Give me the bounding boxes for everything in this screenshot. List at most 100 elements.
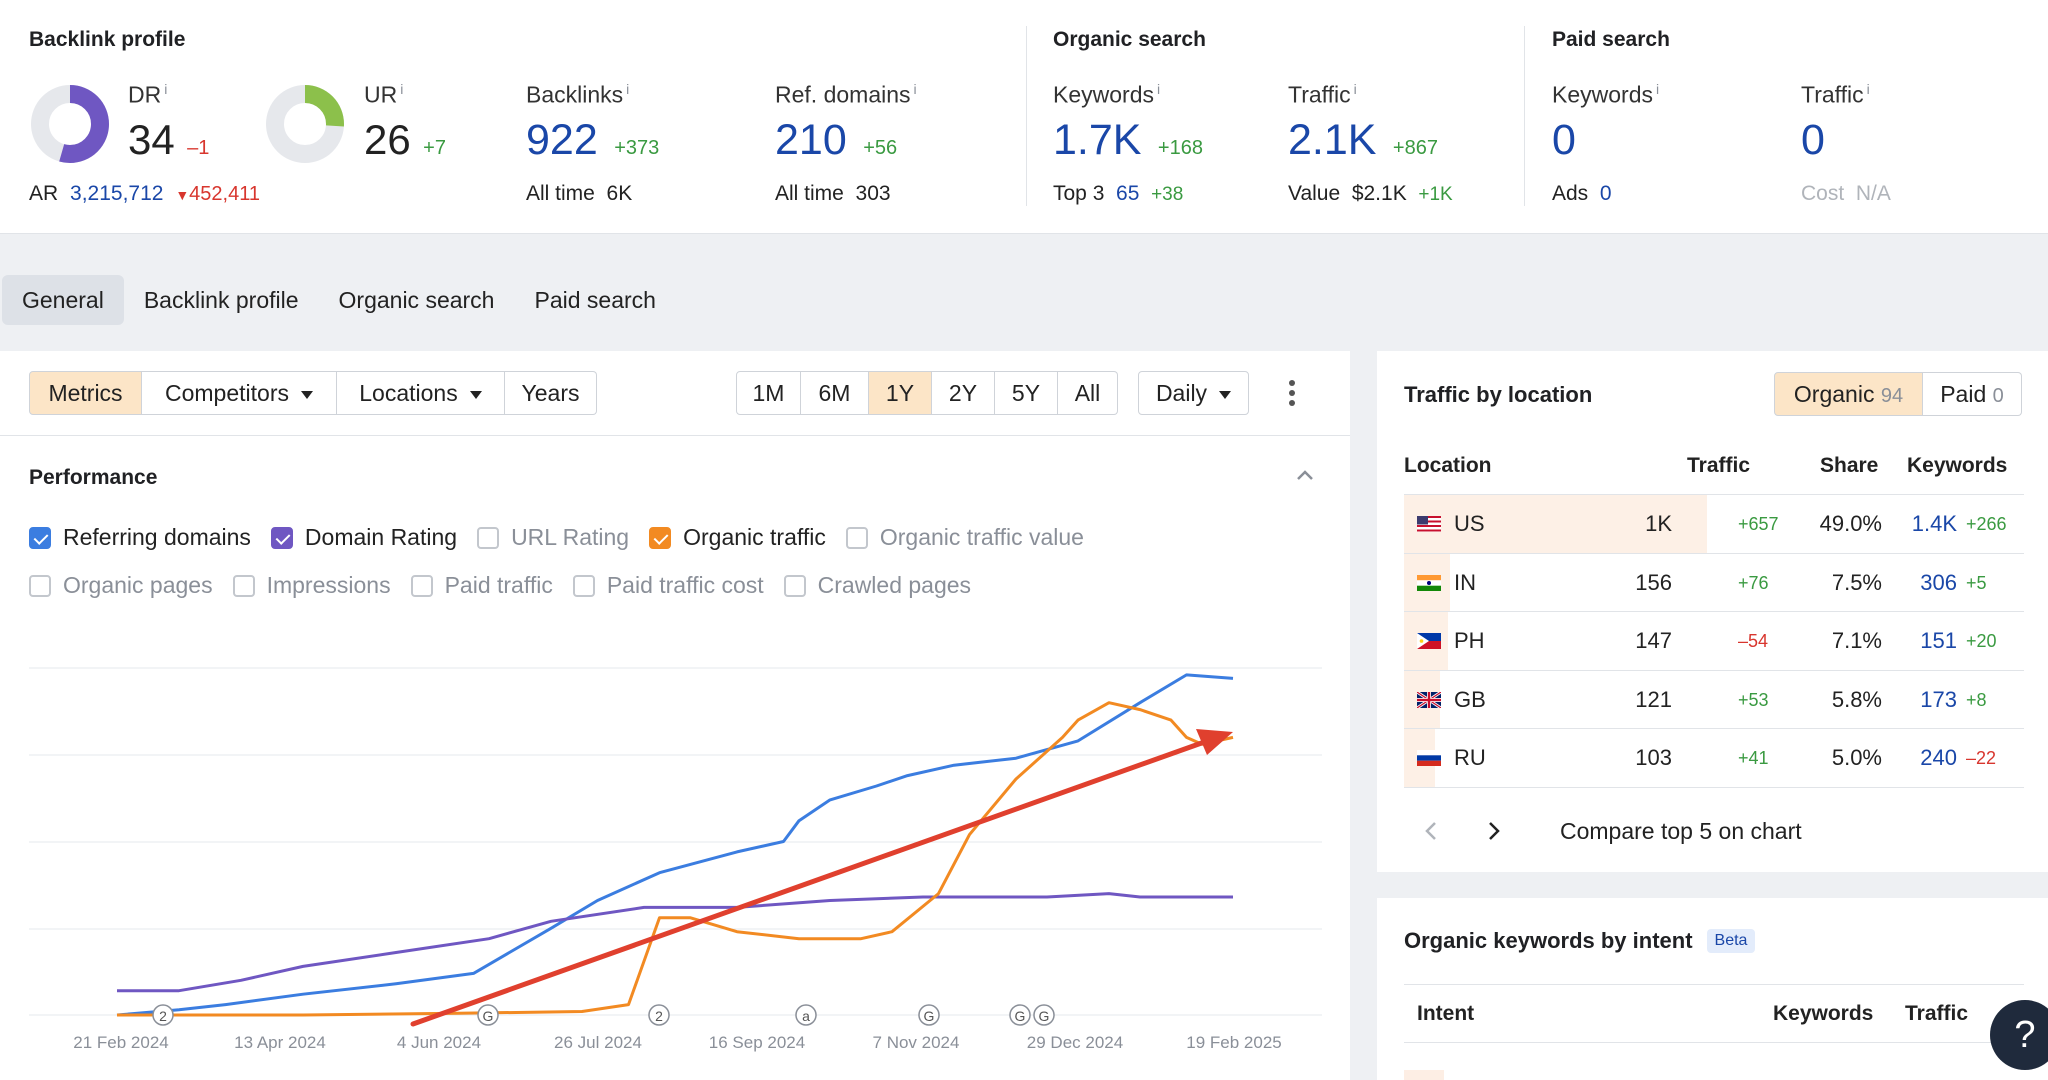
location-keywords[interactable]: 306 <box>1920 569 1957 595</box>
main-chart-panel <box>0 351 1350 1080</box>
years-button[interactable]: Years <box>505 371 597 415</box>
location-share: 49.0% <box>1819 511 1882 536</box>
tab-paid-search[interactable]: Paid search <box>534 287 656 313</box>
crawled-pages-checkbox[interactable]: Crawled pages <box>783 572 971 599</box>
organic-traffic-value[interactable]: 2.1K <box>1288 116 1377 164</box>
interval-dropdown[interactable]: Daily <box>1138 371 1249 415</box>
ref-domains-value[interactable]: 210 <box>775 116 847 164</box>
location-keywords[interactable]: 240 <box>1920 745 1957 770</box>
range-5y-button[interactable]: 5Y <box>995 371 1058 415</box>
checkbox-icon <box>410 574 433 597</box>
paid-traffic-cost-checkbox[interactable]: Paid traffic cost <box>572 572 764 599</box>
location-row[interactable]: RU 103 +41 5.0% 240 –22 <box>1404 729 2024 788</box>
organic-keywords-label[interactable]: Keywords i <box>1053 81 1161 108</box>
checkbox-icon <box>29 526 51 549</box>
ar-value[interactable]: 3,215,712 <box>70 182 164 205</box>
ur-donut-chart <box>266 85 344 163</box>
organic-paid-toggle: Organic 94 Paid 0 <box>1774 372 2022 416</box>
paid-keywords-label[interactable]: Keywords i <box>1552 81 1660 108</box>
metrics-button[interactable]: Metrics <box>29 371 142 415</box>
share-column-header[interactable]: Share <box>1820 454 1879 477</box>
more-options-icon[interactable] <box>1287 380 1297 408</box>
location-keywords-delta: –22 <box>1966 748 1997 768</box>
organic-keywords-value-group: 1.7K +168 <box>1053 116 1203 165</box>
organic-toggle-button[interactable]: Organic 94 <box>1774 372 1923 416</box>
location-keywords[interactable]: 173 <box>1920 686 1957 712</box>
paid-traffic-value[interactable]: 0 <box>1801 116 1825 164</box>
chevron-left-icon[interactable] <box>1424 820 1438 842</box>
intent-row-bar <box>1404 1070 1444 1080</box>
annotation-marker <box>152 1004 174 1026</box>
location-column-header[interactable]: Location <box>1404 454 1492 477</box>
tab-general[interactable]: General <box>2 275 124 325</box>
backlinks-value[interactable]: 922 <box>526 116 598 164</box>
competitors-dropdown[interactable]: Competitors <box>142 371 337 415</box>
location-traffic: 156 <box>1635 569 1672 595</box>
impressions-checkbox[interactable]: Impressions <box>232 572 391 599</box>
beta-badge: Beta <box>1706 929 1756 953</box>
annotation-marker <box>795 1004 817 1026</box>
location-keywords-delta: +5 <box>1966 572 1987 593</box>
checkbox-icon <box>477 526 500 549</box>
referring-domains-checkbox[interactable]: Referring domains <box>29 524 251 551</box>
organic-traffic-label[interactable]: Traffic i <box>1288 81 1357 108</box>
locations-dropdown[interactable]: Locations <box>337 371 505 415</box>
paid-traffic-checkbox[interactable]: Paid traffic <box>410 572 553 599</box>
dr-label[interactable]: DR i <box>128 81 168 108</box>
trend-arrow-head <box>1196 729 1233 755</box>
domain-rating-checkbox[interactable]: Domain Rating <box>270 524 457 551</box>
organic-traffic-value-checkbox[interactable]: Organic traffic value <box>845 524 1084 551</box>
checkbox-icon <box>232 574 255 597</box>
location-traffic-delta: +41 <box>1738 748 1769 768</box>
location-row[interactable]: GB 121 +53 5.8% 173 +8 <box>1404 670 2024 729</box>
x-axis-tick-label: 4 Jun 2024 <box>397 1033 481 1052</box>
compare-top5-link[interactable]: Compare top 5 on chart <box>1560 818 1802 844</box>
checkbox-icon <box>572 574 595 597</box>
tab-backlink-profile[interactable]: Backlink profile <box>143 287 299 313</box>
tab-organic-search[interactable]: Organic search <box>338 287 495 313</box>
ref-domains-label[interactable]: Ref. domains i <box>775 81 917 108</box>
intent-traffic-column-header[interactable]: Traffic <box>1905 1002 1969 1025</box>
paid-traffic-label[interactable]: Traffic i <box>1801 81 1870 108</box>
range-all-button[interactable]: All <box>1058 371 1118 415</box>
keywords-by-intent-panel <box>1377 898 2048 1080</box>
ur-label[interactable]: UR i <box>364 81 404 108</box>
checkbox-icon <box>270 526 293 549</box>
chevron-right-icon[interactable] <box>1487 820 1501 842</box>
dr-value: 34 <box>128 116 175 163</box>
annotation-marker-label: 2 <box>655 1008 663 1024</box>
paid-keywords-value[interactable]: 0 <box>1552 116 1576 164</box>
organic-pages-checkbox[interactable]: Organic pages <box>29 572 213 599</box>
paid-toggle-button[interactable]: Paid 0 <box>1923 372 2022 416</box>
performance-title: Performance <box>29 466 158 489</box>
location-keywords[interactable]: 151 <box>1920 628 1957 653</box>
location-keywords-delta: +266 <box>1966 514 2007 534</box>
series-line-referring-domains <box>116 673 1234 1017</box>
range-6m-button[interactable]: 6M <box>801 371 869 415</box>
range-2y-button[interactable]: 2Y <box>932 371 995 415</box>
range-1y-button[interactable]: 1Y <box>869 371 932 415</box>
intent-keywords-column-header[interactable]: Keywords <box>1773 1002 1874 1025</box>
organic-keywords-value[interactable]: 1.7K <box>1053 116 1142 164</box>
location-row[interactable]: PH 147 –54 7.1% 151 +20 <box>1404 612 2024 671</box>
url-rating-checkbox[interactable]: URL Rating <box>477 524 629 551</box>
intent-column-header[interactable]: Intent <box>1417 1002 1475 1025</box>
backlink-profile-title: Backlink profile <box>29 28 186 51</box>
divider <box>0 435 1350 436</box>
organic-traffic-checkbox[interactable]: Organic traffic <box>649 524 826 551</box>
backlinks-label[interactable]: Backlinks i <box>526 81 630 108</box>
organic-keywords-delta: +168 <box>1157 137 1203 159</box>
location-keywords[interactable]: 1.4K <box>1911 511 1957 536</box>
traffic-column-header[interactable]: Traffic <box>1687 454 1751 477</box>
range-1m-button[interactable]: 1M <box>736 371 801 415</box>
keywords-column-header[interactable]: Keywords <box>1907 454 2008 477</box>
top3-value[interactable]: 65 <box>1116 182 1140 205</box>
series-line-domain-rating <box>117 892 1233 993</box>
intent-title-row: Organic keywords by intent Beta <box>1404 928 1756 954</box>
chevron-up-icon[interactable] <box>1296 469 1314 481</box>
location-row[interactable]: US 1K +657 49.0% 1.4K +266 <box>1404 495 2024 554</box>
location-row[interactable]: IN 156 +76 7.5% 306 +5 <box>1404 553 2024 612</box>
x-axis-tick-label: 19 Feb 2025 <box>1186 1033 1281 1052</box>
performance-line-chart[interactable]: 2 G 2 a G G G21 Feb 2024 13 Apr 2024 4 Jun 2024 2… <box>0 640 1350 1080</box>
help-button[interactable]: ? <box>1990 1000 2048 1070</box>
